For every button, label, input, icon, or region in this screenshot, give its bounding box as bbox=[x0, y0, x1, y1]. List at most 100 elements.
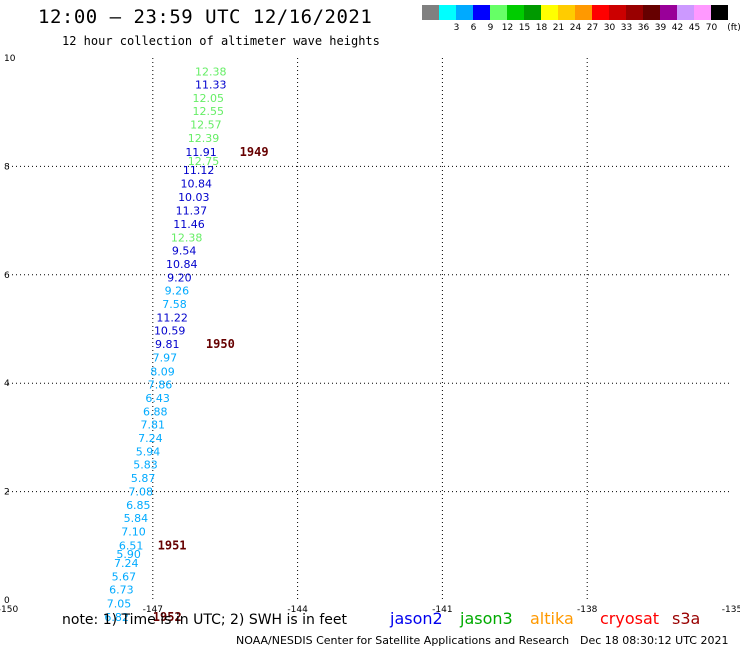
wave-height-label: 12.38 bbox=[171, 231, 203, 244]
y-tick-label: 4 bbox=[4, 379, 10, 389]
color-swatch bbox=[592, 5, 609, 20]
color-swatch bbox=[660, 5, 677, 20]
chart-title: 12:00 – 23:59 UTC 12/16/2021 bbox=[38, 6, 373, 28]
wave-height-label: 6.51 bbox=[119, 539, 144, 552]
wave-height-label: 11.12 bbox=[183, 164, 215, 177]
wave-height-label: 11.33 bbox=[195, 79, 227, 92]
wave-height-label: 12.38 bbox=[195, 66, 227, 79]
wave-height-label: 5.83 bbox=[133, 459, 158, 472]
color-scale-label: 70 bbox=[705, 23, 718, 33]
wave-height-label: 10.03 bbox=[178, 191, 210, 204]
wave-height-label: 7.08 bbox=[128, 486, 153, 499]
color-swatch bbox=[541, 5, 558, 20]
satellite-legend-item: s3a bbox=[672, 609, 701, 628]
x-tick-label: -144 bbox=[287, 605, 308, 615]
wave-height-label: 6.88 bbox=[143, 405, 168, 418]
wave-height-label: 12.75 bbox=[188, 155, 220, 168]
x-tick-label: -150 bbox=[0, 605, 18, 615]
color-scale-label: 3 bbox=[453, 23, 460, 33]
color-swatch bbox=[490, 5, 507, 20]
satellite-legend-item: cryosat bbox=[600, 609, 660, 628]
color-scale-label: 27 bbox=[586, 23, 599, 33]
chart-subtitle: 12 hour collection of altimeter wave hei… bbox=[62, 34, 380, 48]
color-swatch bbox=[507, 5, 524, 20]
wave-height-label: 5.90 bbox=[116, 548, 141, 561]
credit-line: NOAA/NESDIS Center for Satellite Applica… bbox=[236, 634, 570, 647]
color-swatch bbox=[439, 5, 456, 20]
hour-marker-label: 1949 bbox=[240, 145, 269, 159]
wave-height-label: 7.24 bbox=[138, 432, 163, 445]
satellite-legend-item: jason2 bbox=[390, 609, 443, 628]
color-scale-label: 45 bbox=[688, 23, 701, 33]
wave-height-label: 9.20 bbox=[167, 272, 192, 285]
color-swatch bbox=[456, 5, 473, 20]
hour-marker-label: 1951 bbox=[158, 538, 187, 552]
satellite-legend-item: jason3 bbox=[460, 609, 513, 628]
wave-height-label: 8.09 bbox=[150, 365, 175, 378]
wave-height-label: 10.84 bbox=[166, 258, 198, 271]
color-scale-label: 9 bbox=[487, 23, 494, 33]
wave-height-label: 12.55 bbox=[193, 105, 225, 118]
color-scale-label: 33 bbox=[620, 23, 633, 33]
color-swatch bbox=[473, 5, 490, 20]
wave-height-label: 11.91 bbox=[185, 146, 217, 159]
wave-height-label: 11.46 bbox=[173, 218, 205, 231]
color-scale-label: 18 bbox=[535, 23, 548, 33]
wave-height-label: 6.85 bbox=[126, 499, 151, 512]
x-tick-label: -138 bbox=[577, 605, 598, 615]
color-swatch bbox=[694, 5, 711, 20]
wave-height-label: 7.86 bbox=[148, 378, 173, 391]
y-tick-label: 8 bbox=[4, 162, 10, 172]
color-swatch bbox=[422, 5, 439, 20]
color-swatch bbox=[711, 5, 728, 20]
wave-height-label: 9.54 bbox=[172, 244, 197, 257]
wave-height-label: 9.81 bbox=[155, 338, 180, 351]
generated-timestamp: Dec 18 08:30:12 UTC 2021 bbox=[580, 634, 729, 647]
footer-note: note: 1) Time is in UTC; 2) SWH is in fe… bbox=[62, 612, 348, 628]
wave-height-label: 7.24 bbox=[114, 557, 139, 570]
wave-height-label: 7.81 bbox=[141, 418, 166, 431]
wave-height-label: 7.58 bbox=[162, 298, 187, 311]
color-scale-label: 30 bbox=[603, 23, 616, 33]
wave-height-label: 7.97 bbox=[153, 352, 178, 365]
color-scale-label: 21 bbox=[552, 23, 565, 33]
wave-height-label: 6.43 bbox=[145, 392, 170, 405]
color-swatch bbox=[643, 5, 660, 20]
satellite-legend-item: altika bbox=[530, 609, 574, 628]
wave-height-label: 12.57 bbox=[190, 119, 222, 132]
color-swatch bbox=[609, 5, 626, 20]
color-swatch bbox=[575, 5, 592, 20]
color-scale-label: 15 bbox=[518, 23, 531, 33]
color-scale-label: 24 bbox=[569, 23, 582, 33]
wave-height-label: 9.26 bbox=[165, 285, 190, 298]
color-swatch bbox=[677, 5, 694, 20]
wave-height-label: 6.82 bbox=[104, 611, 129, 624]
wave-height-label: 10.84 bbox=[180, 178, 212, 191]
wave-height-label: 12.39 bbox=[188, 132, 220, 145]
color-scale-label: 36 bbox=[637, 23, 650, 33]
color-scale-label: 12 bbox=[501, 23, 514, 33]
wave-height-label: 6.73 bbox=[109, 584, 134, 597]
color-swatch bbox=[524, 5, 541, 20]
color-scale-label: 6 bbox=[470, 23, 477, 33]
y-tick-label: 10 bbox=[4, 54, 16, 64]
wave-height-label: 12.05 bbox=[193, 92, 225, 105]
hour-marker-label: 1950 bbox=[206, 337, 235, 351]
hour-marker-label: 1952 bbox=[153, 610, 182, 624]
color-swatch bbox=[558, 5, 575, 20]
color-scale-unit: (ft) bbox=[727, 23, 740, 33]
wave-height-label: 5.84 bbox=[124, 512, 149, 525]
wave-height-label: 5.87 bbox=[131, 472, 156, 485]
color-swatch bbox=[626, 5, 643, 20]
wave-height-label: 5.67 bbox=[112, 571, 137, 584]
wave-height-label: 5.94 bbox=[136, 445, 161, 458]
y-tick-label: 0 bbox=[4, 596, 10, 606]
wave-height-label: 10.59 bbox=[154, 325, 186, 338]
color-scale-label: 39 bbox=[654, 23, 667, 33]
wave-height-label: 11.22 bbox=[156, 312, 188, 325]
wave-height-label: 11.37 bbox=[176, 204, 208, 217]
x-tick-label: -147 bbox=[143, 605, 163, 615]
wave-height-label: 7.10 bbox=[121, 526, 146, 539]
x-tick-label: -135 bbox=[722, 605, 740, 615]
